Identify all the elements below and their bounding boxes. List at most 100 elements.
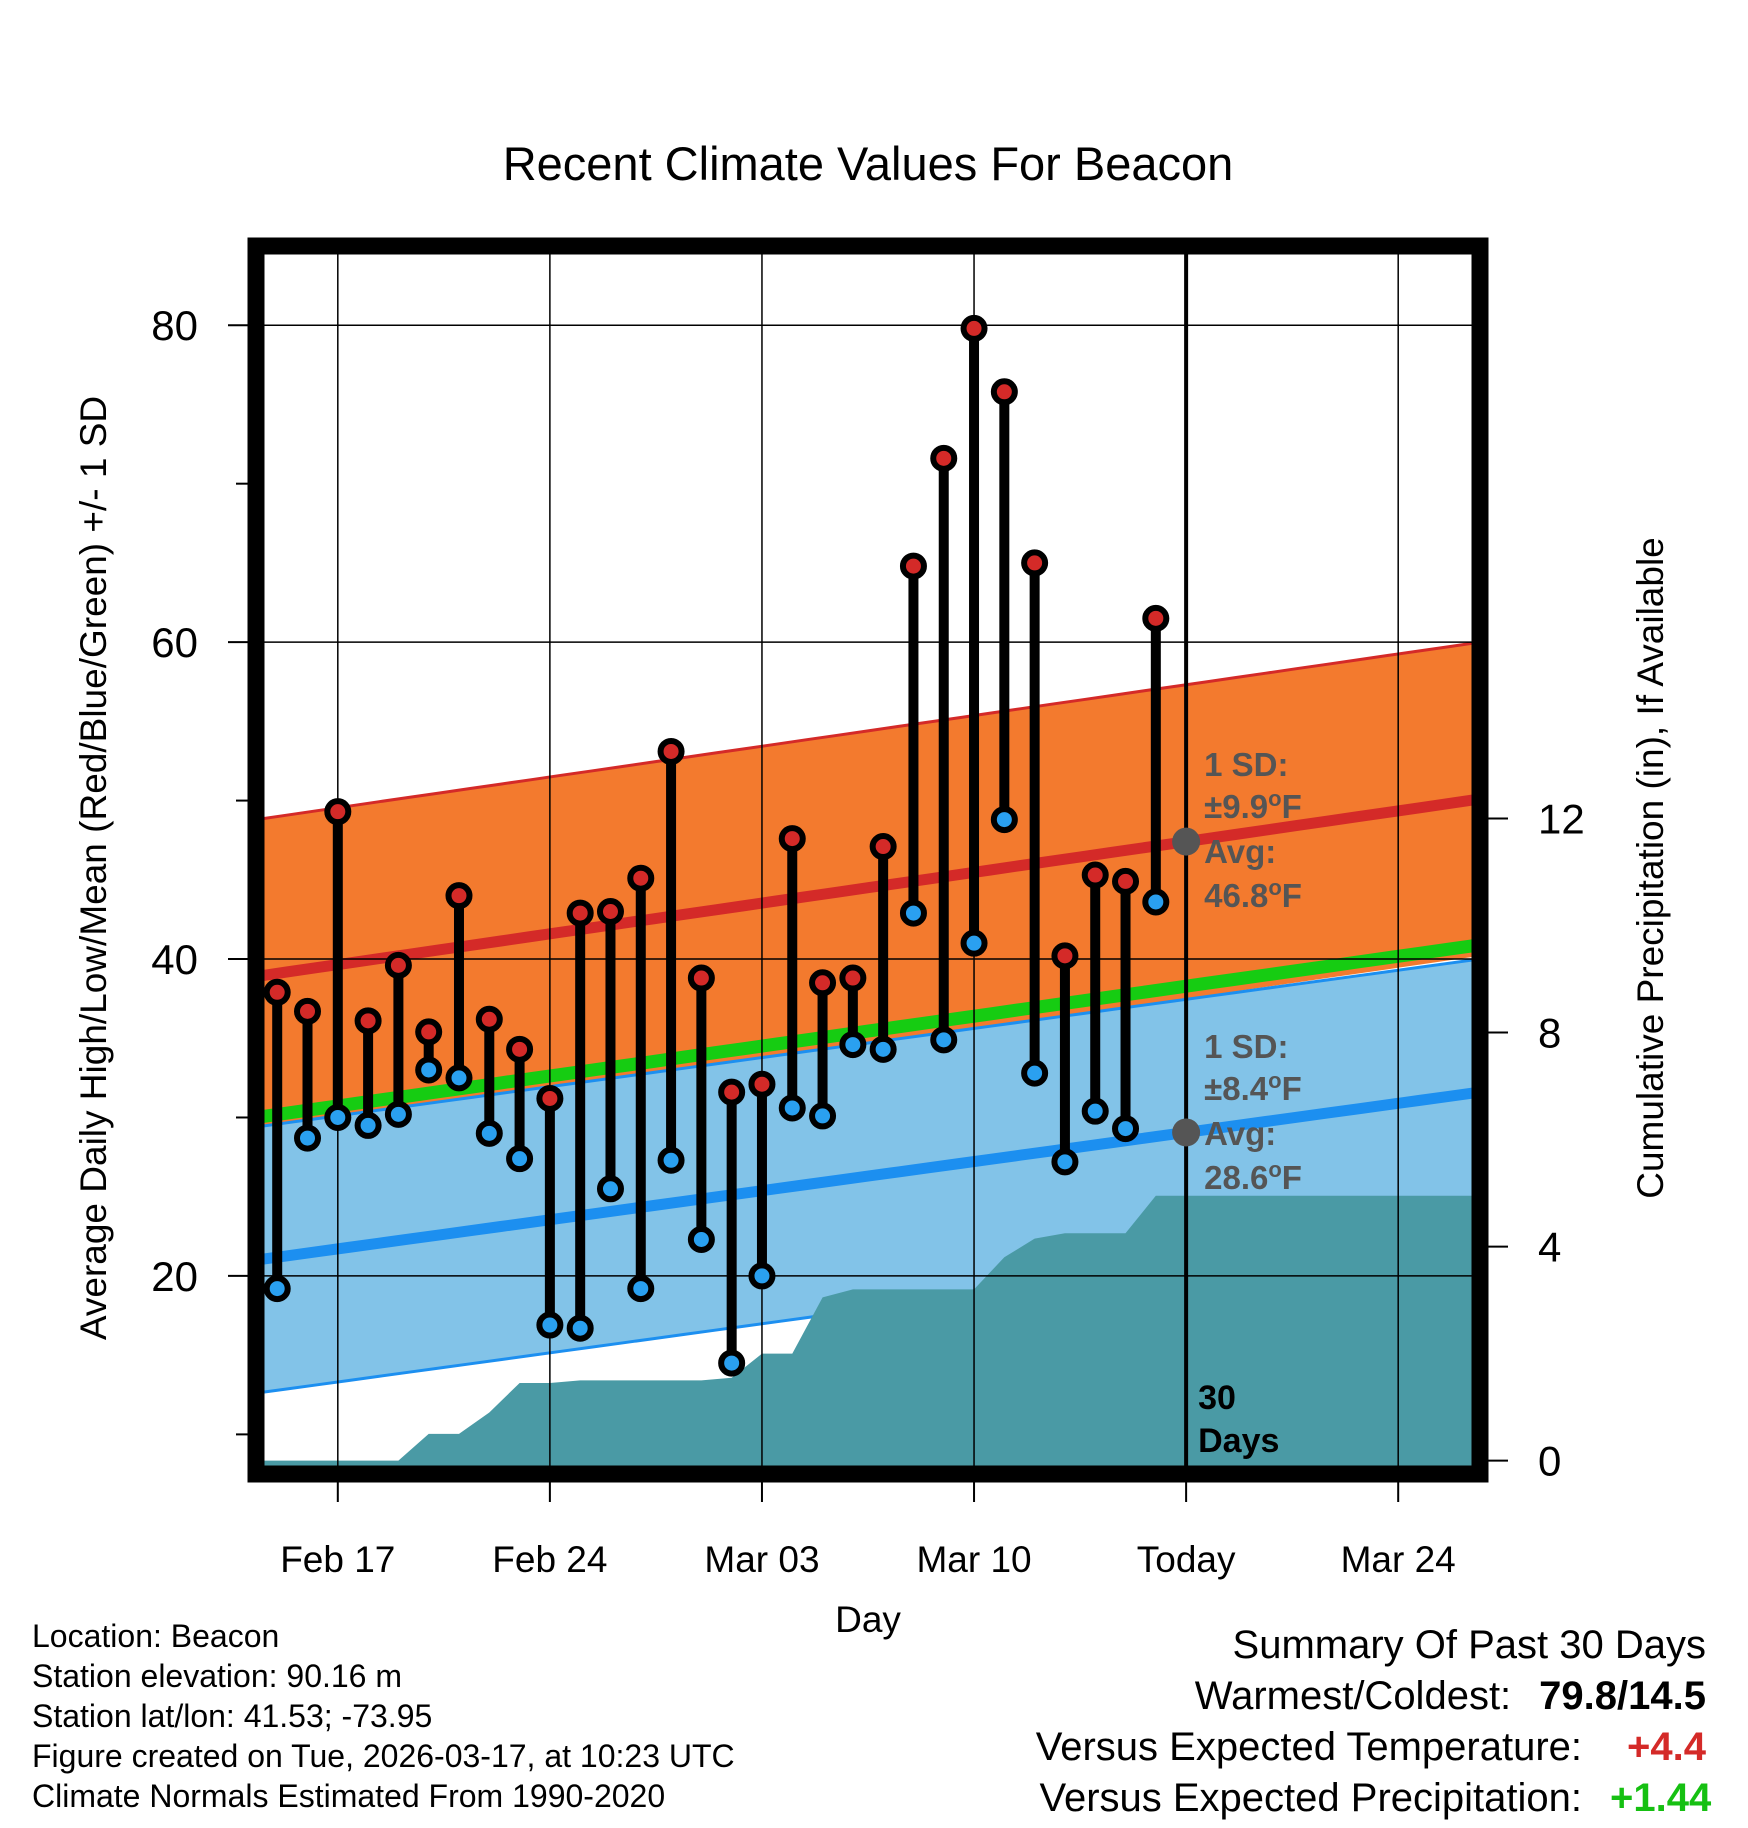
elevation-text: Station elevation: 90.16 m (32, 1658, 403, 1694)
high-annotation-sd-value: ±9.9oF (1204, 786, 1302, 825)
daily-low-point (748, 1262, 776, 1290)
daily-low-point (1021, 1059, 1049, 1087)
daily-high-point (657, 737, 685, 765)
precip-tick-label: 0 (1538, 1438, 1561, 1485)
daily-high-point (778, 825, 806, 853)
daily-low-point (384, 1100, 412, 1128)
normals-text: Climate Normals Estimated From 1990-2020 (32, 1778, 666, 1814)
daily-high-point (990, 378, 1018, 406)
daily-high-point (1142, 604, 1170, 632)
latlon-text: Station lat/lon: 41.53; -73.95 (32, 1698, 433, 1734)
chart-title: Recent Climate Values For Beacon (503, 137, 1234, 190)
daily-high-point (263, 978, 291, 1006)
daily-low-point (1081, 1097, 1109, 1125)
daily-high-point (324, 798, 352, 826)
daily-high-point (596, 897, 624, 925)
daily-low-point (657, 1146, 685, 1174)
daily-high-point (718, 1078, 746, 1106)
daily-low-point (778, 1094, 806, 1122)
y-tick-label: 40 (151, 936, 198, 983)
daily-low-point (687, 1225, 715, 1253)
temp-anomaly-value: +4.4 (1627, 1725, 1706, 1769)
daily-high-point (687, 964, 715, 992)
daily-high-point (445, 882, 473, 910)
daily-low-point (930, 1026, 958, 1054)
location-text: Location: Beacon (32, 1618, 280, 1654)
daily-low-point (809, 1102, 837, 1130)
y-tick-label: 60 (151, 619, 198, 666)
y-axis-label-right: Cumulative Precipitation (in), If Availa… (1630, 537, 1671, 1199)
daily-low-point (990, 806, 1018, 834)
x-tick-label: Mar 24 (1341, 1539, 1456, 1580)
daily-low-point (475, 1119, 503, 1147)
daily-high-point (627, 864, 655, 892)
daily-high-point (506, 1035, 534, 1063)
high-annotation-avg-label: Avg: (1204, 833, 1276, 870)
daily-high-point (869, 833, 897, 861)
station-info: Location: Beacon Station elevation: 90.1… (32, 1616, 735, 1816)
daily-low-point (566, 1314, 594, 1342)
daily-low-point (960, 929, 988, 957)
daily-low-point (899, 899, 927, 927)
y-tick-label: 80 (151, 302, 198, 349)
cumulative-precip-area (256, 1195, 1480, 1474)
daily-high-point (839, 964, 867, 992)
normal-low-line (256, 1086, 1480, 1266)
daily-low-point (627, 1275, 655, 1303)
daily-high-point (475, 1005, 503, 1033)
daily-low-point (718, 1349, 746, 1377)
temp-anomaly-label: Versus Expected Temperature: (1035, 1725, 1582, 1769)
x-tick-label: Today (1137, 1539, 1236, 1580)
daily-low-point (596, 1175, 624, 1203)
plot-area (256, 246, 1480, 1474)
daily-low-point (1112, 1115, 1140, 1143)
daily-high-point (1081, 861, 1109, 889)
today-high-avg-marker (1172, 827, 1201, 856)
daily-low-point (354, 1111, 382, 1139)
precip-anomaly-value: +1.44 (1610, 1776, 1712, 1820)
warm-cold-row: Warmest/Coldest: 79.8/14.5 (1036, 1671, 1706, 1722)
daily-low-point (839, 1031, 867, 1059)
low-annotation-sd-value: ±8.4oF (1204, 1068, 1302, 1107)
low-annotation-sd-label: 1 SD: (1204, 1028, 1288, 1065)
x-tick-label: Feb 24 (492, 1539, 607, 1580)
daily-low-point (263, 1275, 291, 1303)
precip-tick-label: 8 (1538, 1010, 1561, 1057)
daily-low-point (1051, 1148, 1079, 1176)
summary-heading: Summary Of Past 30 Days (1232, 1623, 1706, 1667)
plot-frame (247, 237, 1489, 1483)
days-label-number: 30 (1198, 1379, 1236, 1417)
daily-high-point (1112, 867, 1140, 895)
daily-high-point (536, 1084, 564, 1112)
daily-high-point (384, 951, 412, 979)
daily-high-point (748, 1070, 776, 1098)
daily-high-point (294, 997, 322, 1025)
x-tick-label: Feb 17 (280, 1539, 395, 1580)
temp-anomaly-row: Versus Expected Temperature: +4.4 (1036, 1722, 1706, 1773)
warm-cold-label: Warmest/Coldest: (1194, 1674, 1512, 1718)
precip-tick-label: 4 (1538, 1224, 1561, 1271)
daily-high-point (960, 314, 988, 342)
daily-low-point (536, 1311, 564, 1339)
y-tick-label: 20 (151, 1253, 198, 1300)
daily-high-point (809, 969, 837, 997)
daily-high-point (899, 552, 927, 580)
low-annotation-avg-label: Avg: (1204, 1115, 1276, 1152)
warm-cold-value: 79.8/14.5 (1539, 1674, 1706, 1718)
x-tick-label: Mar 10 (916, 1539, 1031, 1580)
daily-low-point (506, 1145, 534, 1173)
x-tick-label: Mar 03 (704, 1539, 819, 1580)
normal-low-upper-edge (256, 957, 1480, 1129)
daily-low-point (445, 1064, 473, 1092)
high-annotation-avg-value: 46.8oF (1204, 875, 1302, 914)
today-low-avg-marker (1172, 1118, 1201, 1147)
created-text: Figure created on Tue, 2026-03-17, at 10… (32, 1738, 735, 1774)
normal-high-upper-edge (256, 640, 1480, 822)
low-annotation-avg-value: 28.6oF (1204, 1157, 1302, 1196)
daily-low-point (1142, 888, 1170, 916)
daily-high-point (415, 1018, 443, 1046)
daily-low-point (324, 1103, 352, 1131)
precip-anomaly-row: Versus Expected Precipitation: +1.44 (1036, 1773, 1712, 1824)
daily-low-point (869, 1035, 897, 1063)
